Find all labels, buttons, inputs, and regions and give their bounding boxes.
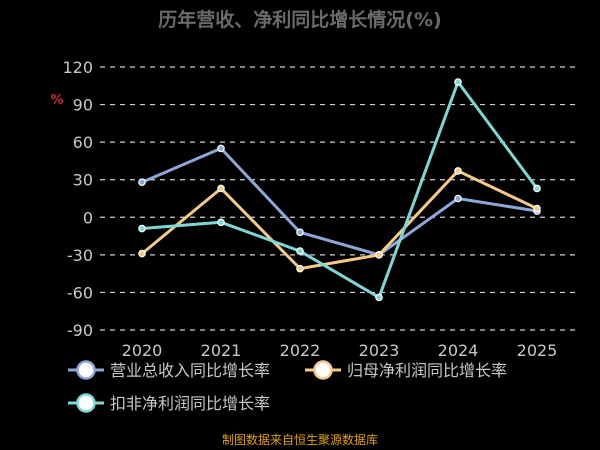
data-point (217, 218, 225, 227)
y-tick-label: 0 (83, 208, 93, 227)
data-point (296, 228, 304, 237)
legend-marker (76, 393, 96, 413)
data-point (533, 184, 541, 193)
gridlines (100, 66, 578, 331)
series-lines (138, 78, 541, 302)
x-axis-ticks: 2020 2021 2022 2023 2024 2025 (122, 341, 558, 360)
data-point (217, 144, 225, 153)
series-group (138, 167, 541, 273)
x-tick-label: 2023 (359, 341, 400, 360)
x-tick-label: 2021 (201, 341, 242, 360)
series-group (138, 144, 541, 259)
series-line (141, 80, 539, 299)
legend-item: 扣非净利润同比增长率 (68, 393, 270, 413)
y-tick-label: 120 (62, 58, 93, 77)
legend-label: 营业总收入同比增长率 (110, 361, 270, 380)
x-tick-label: 2022 (280, 341, 321, 360)
x-tick-label: 2020 (122, 341, 163, 360)
data-point (375, 293, 383, 302)
source-note: 制图数据来自恒生聚源数据库 (222, 432, 378, 447)
legend-item: 归母净利润同比增长率 (305, 360, 507, 380)
data-point (454, 167, 462, 175)
legend-label: 归母净利润同比增长率 (347, 361, 507, 380)
data-point (138, 178, 146, 187)
y-unit-label: % (50, 93, 63, 108)
y-tick-label: -90 (67, 321, 93, 340)
data-point (375, 251, 383, 259)
y-tick-label: -60 (67, 283, 93, 302)
data-point (138, 249, 146, 258)
x-tick-label: 2025 (517, 341, 558, 360)
chart-title: 历年营收、净利同比增长情况(%) (158, 8, 441, 31)
data-point (296, 247, 304, 255)
legend-item: 营业总收入同比增长率 (68, 360, 270, 380)
legend-marker (76, 360, 96, 380)
y-tick-label: 90 (73, 96, 93, 115)
data-point (533, 204, 541, 213)
data-point (138, 224, 146, 233)
y-tick-label: 30 (73, 171, 93, 190)
series-group (138, 78, 541, 302)
legend-label: 扣非净利润同比增长率 (110, 394, 270, 413)
x-tick-label: 2024 (438, 341, 479, 360)
data-point (217, 184, 225, 193)
data-point (454, 78, 462, 86)
data-point (454, 194, 462, 203)
series-line (141, 169, 538, 271)
data-point (296, 264, 304, 273)
y-axis-ticks: 120 90 60 30 0 -30 -60 -90 (62, 58, 93, 340)
series-line (141, 146, 538, 257)
legend-marker (313, 360, 333, 380)
y-tick-label: 60 (73, 133, 93, 152)
y-tick-label: -30 (67, 246, 93, 265)
